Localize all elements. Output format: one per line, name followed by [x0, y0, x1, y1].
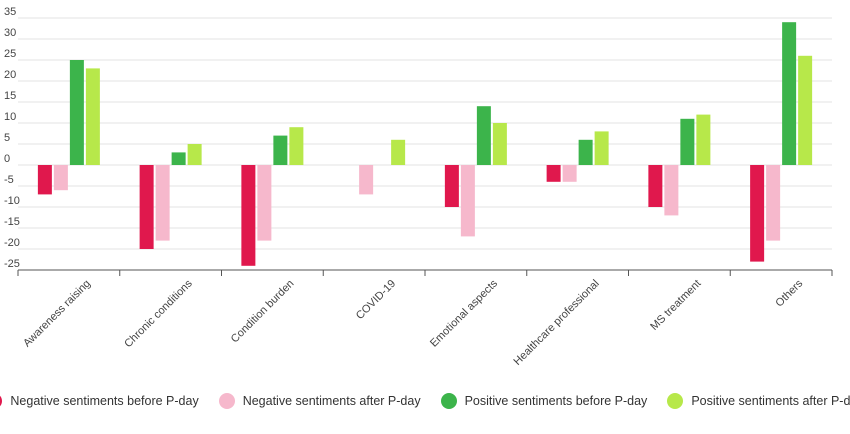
legend: Negative sentiments before P-day Negative…	[0, 388, 850, 414]
y-tick-label: -25	[4, 258, 20, 270]
bar-3-2	[289, 127, 304, 165]
category-label: Emotional aspects	[428, 277, 500, 349]
bar-2-7	[782, 22, 797, 166]
bar-chart: 35 30 25 20 15 10 5 0 -5 -10 -15 -20 -25 Awareness r…	[4, 6, 833, 368]
y-axis-ticks: 35 30 25 20 15 10 5 0 -5 -10 -15 -20 -25	[4, 6, 20, 270]
bar-2-6	[680, 118, 695, 165]
bar-0-7	[750, 165, 765, 262]
bar-2-5	[578, 139, 593, 165]
category-label: Condition burden	[229, 278, 297, 346]
bar-1-7	[766, 165, 781, 241]
bar-0-4	[444, 165, 459, 207]
legend-item: Positive sentiments before P-day	[440, 393, 648, 409]
y-tick-label: 30	[4, 27, 16, 39]
bar-3-4	[492, 123, 507, 165]
bar-0-1	[139, 165, 154, 249]
y-tick-label: -15	[4, 216, 20, 228]
y-tick-label: -20	[4, 237, 20, 249]
y-tick-label: -10	[4, 195, 20, 207]
category-label: Healthcare professional	[512, 278, 602, 368]
legend-label: Negative sentiments before P-day	[10, 394, 199, 408]
y-tick-label: 15	[4, 90, 16, 102]
bar-3-7	[798, 55, 813, 165]
legend-item: Negative sentiments after P-day	[218, 393, 421, 409]
y-tick-label: 25	[4, 48, 16, 60]
bar-3-0	[85, 68, 100, 165]
x-axis	[17, 269, 833, 276]
legend-label: Positive sentiments after P-day	[691, 394, 850, 408]
legend-swatch	[218, 393, 235, 409]
bar-0-5	[546, 165, 561, 182]
y-tick-label: 0	[4, 153, 10, 165]
legend-label: Positive sentiments before P-day	[464, 394, 648, 408]
bar-0-6	[648, 165, 663, 207]
category-label: MS treatment	[648, 278, 703, 333]
bar-3-3	[391, 139, 406, 165]
bar-2-4	[476, 106, 491, 165]
bar-3-1	[187, 144, 202, 165]
legend-item: Negative sentiments before P-day	[0, 393, 199, 409]
bar-2-1	[171, 152, 186, 165]
bar-2-2	[273, 135, 288, 165]
bar-0-0	[37, 165, 52, 195]
bar-1-1	[155, 165, 170, 241]
bar-1-3	[359, 165, 374, 195]
y-tick-label: 5	[4, 132, 10, 144]
bar-2-0	[69, 60, 84, 165]
bars	[37, 22, 813, 266]
bar-1-5	[562, 165, 577, 182]
bar-1-6	[664, 165, 679, 216]
y-tick-label: -5	[4, 174, 14, 186]
bar-1-2	[257, 165, 272, 241]
category-label: Others	[773, 277, 805, 309]
bar-3-5	[594, 131, 609, 165]
bar-1-4	[460, 165, 475, 237]
bar-3-6	[696, 114, 711, 165]
category-labels: Awareness raising Chronic conditions Condi…	[21, 277, 806, 368]
legend-label: Negative sentiments after P-day	[242, 394, 421, 408]
category-label: Awareness raising	[21, 278, 93, 350]
legend-swatch	[440, 393, 457, 409]
y-tick-label: 10	[4, 111, 16, 123]
bar-1-0	[53, 165, 68, 191]
category-label: Chronic conditions	[122, 277, 195, 350]
y-tick-label: 20	[4, 69, 16, 81]
legend-swatch	[0, 393, 3, 409]
y-tick-label: 35	[4, 6, 16, 18]
category-label: COVID-19	[354, 278, 398, 322]
bar-0-2	[241, 165, 256, 266]
legend-swatch	[667, 393, 684, 409]
legend-item: Positive sentiments after P-day	[667, 393, 850, 409]
